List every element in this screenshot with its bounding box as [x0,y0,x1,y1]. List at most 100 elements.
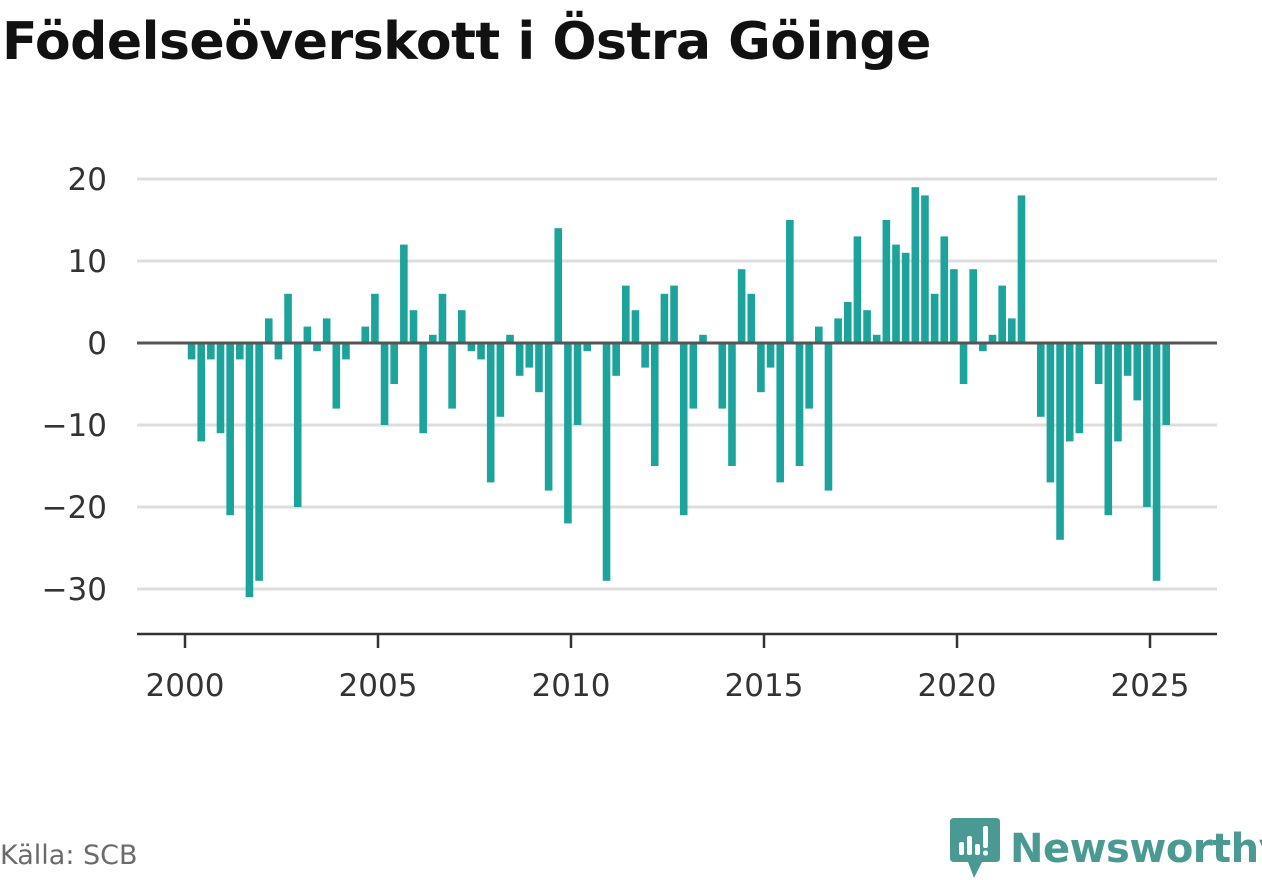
bar-67 [834,318,842,343]
bar-49 [660,293,669,343]
bar-6 [245,343,254,598]
bar-22 [400,244,408,343]
x-tick-label-3: 2015 [725,668,804,704]
bar-24 [419,343,427,434]
bar-66 [824,343,833,491]
bar-50 [670,285,678,343]
bar-97 [1123,343,1132,376]
bar-73 [892,244,900,343]
x-tick-label-0: 2000 [146,668,225,704]
brand-name: Newsworthy [1010,826,1262,872]
bar-4 [226,343,234,516]
bar-65 [815,326,823,343]
bar-8 [264,318,273,343]
y-axis-ticks: 20 10 0 −10 −20 −30 [42,162,107,608]
bar-81 [969,269,978,343]
bar-21 [390,343,399,384]
bar-84 [998,285,1006,343]
bar-92 [1075,343,1084,434]
bar-89 [1046,343,1055,483]
bar-85 [1008,318,1016,343]
bar-14 [322,318,331,343]
bar-19 [371,293,379,343]
bar-62 [786,220,794,343]
bar-58 [747,293,756,343]
bar-0 [187,343,196,360]
bar-15 [332,343,341,409]
bar-51 [679,343,688,516]
x-tick-label-2: 2010 [532,668,611,704]
bar-1 [197,343,206,442]
bar-83 [988,334,997,343]
bar-30 [477,343,485,360]
bar-series [187,187,1171,598]
bar-82 [979,343,987,352]
bar-60 [766,343,775,368]
y-tick-label-4: −20 [42,490,107,526]
bar-40 [573,343,582,425]
bar-43 [602,343,611,581]
bar-80 [959,343,968,384]
bar-88 [1036,343,1045,417]
bar-55 [718,343,727,409]
bar-64 [805,343,813,409]
bar-13 [313,343,321,352]
bar-57 [737,269,746,343]
source-note: Källa: SCB [0,840,138,871]
bar-46 [631,310,640,343]
y-tick-label-5: −30 [42,572,107,608]
bar-72 [882,220,891,343]
bar-90 [1056,343,1064,540]
bar-25 [429,334,437,343]
bar-94 [1094,343,1103,384]
bar-35 [525,343,534,368]
x-tick-label-1: 2005 [339,668,418,704]
bar-44 [612,343,620,376]
bar-91 [1065,343,1074,442]
brand-logo[interactable]: Newsworthy [950,818,1262,880]
y-tick-label-0: 20 [68,162,107,198]
y-tick-label-1: 10 [68,244,107,280]
bar-12 [303,326,312,343]
bar-23 [409,310,418,343]
bar-99 [1143,343,1151,507]
bar-10 [284,293,292,343]
bar-56 [728,343,736,466]
bar-74 [901,252,910,343]
bar-20 [380,343,389,425]
bar-34 [515,343,524,376]
newsworthy-logo-icon [950,818,1000,878]
bar-70 [863,310,871,343]
bar-7 [255,343,263,581]
bar-79 [950,269,958,343]
bar-41 [583,343,592,352]
bar-26 [438,293,447,343]
chart-title: Födelseöverskott i Östra Göinge [2,12,931,72]
bar-3 [216,343,225,434]
bar-78 [940,236,949,343]
bar-96 [1114,343,1122,442]
bar-76 [921,195,929,343]
bar-29 [467,343,476,352]
bar-47 [641,343,649,368]
bar-31 [486,343,495,483]
bar-86 [1017,195,1026,343]
x-tick-label-4: 2020 [918,668,997,704]
bar-98 [1133,343,1142,401]
bar-71 [872,334,881,343]
bar-33 [506,334,514,343]
bar-48 [650,343,659,466]
bar-45 [622,285,630,343]
bar-36 [535,343,543,393]
bar-27 [448,343,456,409]
y-tick-label-2: 0 [87,326,107,362]
bar-61 [776,343,785,483]
bar-2 [207,343,215,360]
bar-59 [757,343,765,393]
bar-77 [930,293,939,343]
bar-95 [1104,343,1113,516]
bar-16 [342,343,350,360]
bar-5 [236,343,244,360]
grid-lines [137,177,1217,591]
